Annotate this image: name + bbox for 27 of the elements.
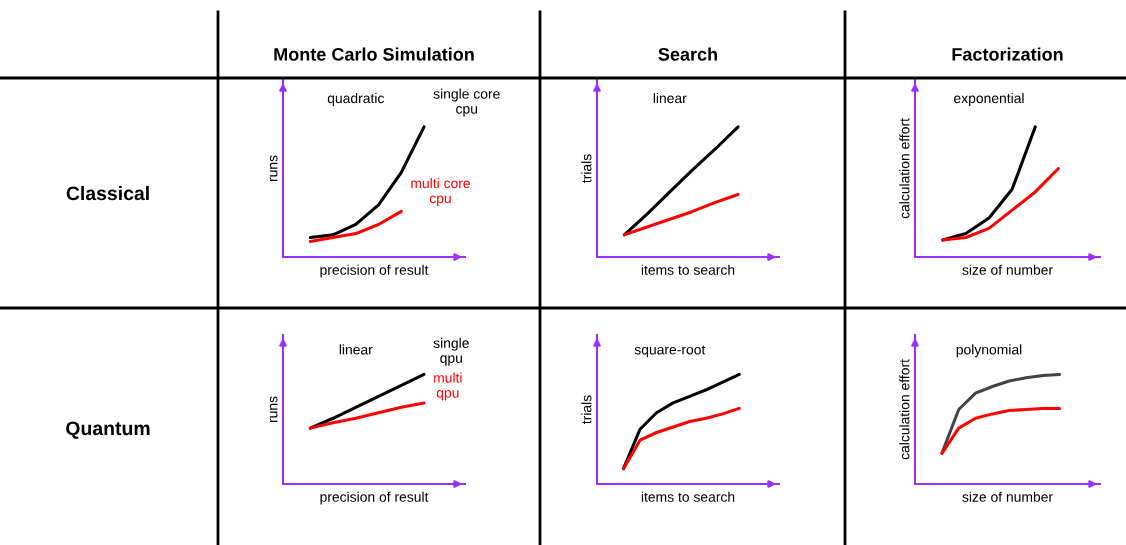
x-axis-title: size of number — [962, 491, 1053, 502]
y-axis-title: trials — [581, 395, 592, 424]
text: Classical — [66, 185, 149, 201]
y-axis-title: trials — [581, 154, 592, 183]
x-axis-title: precision of result — [320, 264, 429, 278]
series-label: single qpu — [433, 337, 469, 366]
y-axis-title: calculation effort — [899, 118, 910, 219]
chart-subtitle: quadratic — [327, 92, 384, 106]
chart-subtitle: polynomial — [956, 344, 1022, 358]
chart-title: Search — [658, 47, 717, 61]
series-label: multi qpu — [434, 372, 462, 401]
series-label: multi core cpu — [411, 177, 470, 206]
chart-title: Monte Carlo Simulation — [274, 47, 474, 61]
series-label: single core cpu — [433, 88, 500, 117]
chart-subtitle: linear — [339, 344, 373, 355]
x-axis-title: items to search — [641, 491, 735, 502]
x-axis-title: items to search — [641, 264, 735, 275]
y-axis-title: runs — [269, 155, 278, 182]
y-axis-title: runs — [269, 396, 278, 423]
y-axis-title: calculation effort — [899, 359, 910, 460]
chart-subtitle: square-root — [634, 345, 706, 358]
chart-title: Factorization — [952, 47, 1063, 61]
chart-subtitle: exponential — [954, 92, 1024, 106]
text: Quantum — [66, 421, 150, 439]
x-axis-title: precision of result — [320, 491, 429, 505]
x-axis-title: size of number — [962, 264, 1053, 275]
chart-subtitle: linear — [653, 92, 687, 104]
